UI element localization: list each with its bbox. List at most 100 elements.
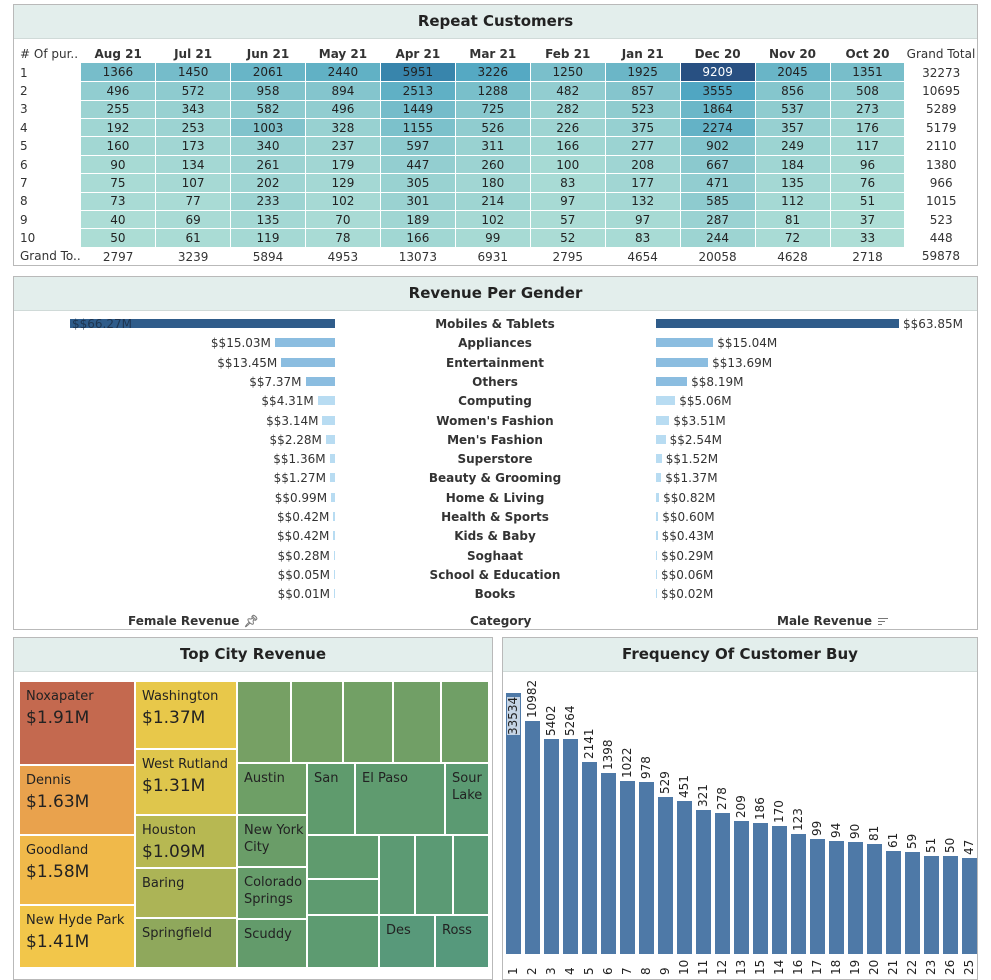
heatmap-cell[interactable]: 1864 xyxy=(680,100,756,120)
frequency-bar[interactable] xyxy=(791,833,806,954)
heatmap-cell[interactable]: 2061 xyxy=(230,63,306,83)
female-revenue-bar[interactable] xyxy=(334,589,335,599)
heatmap-cell[interactable]: 81 xyxy=(755,210,831,230)
heatmap-cell[interactable]: 40 xyxy=(80,210,157,230)
female-revenue-bar[interactable] xyxy=(334,569,335,579)
heatmap-cell[interactable]: 9209 xyxy=(680,63,756,83)
male-revenue-axis-label[interactable]: Male Revenue xyxy=(777,614,889,628)
female-revenue-bar[interactable] xyxy=(333,550,335,560)
heatmap-cell[interactable]: 117 xyxy=(830,136,906,156)
heatmap-cell[interactable]: 343 xyxy=(155,100,232,120)
frequency-bar[interactable] xyxy=(867,844,882,954)
heatmap-cell[interactable]: 375 xyxy=(605,118,681,138)
heatmap-cell[interactable]: 1925 xyxy=(605,63,681,83)
heatmap-cell[interactable]: 226 xyxy=(530,118,606,138)
heatmap-cell[interactable]: 160 xyxy=(80,136,157,156)
heatmap-cell[interactable]: 166 xyxy=(530,136,606,156)
treemap-city-cell[interactable]: Houston $1.09M xyxy=(135,815,237,868)
heatmap-cell[interactable]: 37 xyxy=(830,210,906,230)
heatmap-cell[interactable]: 255 xyxy=(80,100,157,120)
female-revenue-bar[interactable] xyxy=(333,531,335,541)
treemap-city-cell[interactable]: Noxapater $1.91M xyxy=(19,681,135,765)
heatmap-cell[interactable]: 287 xyxy=(680,210,756,230)
female-revenue-bar[interactable] xyxy=(281,357,335,367)
heatmap-cell[interactable]: 1250 xyxy=(530,63,606,83)
heatmap-cell[interactable]: 134 xyxy=(155,155,232,175)
heatmap-cell[interactable]: 471 xyxy=(680,173,756,193)
heatmap-cell[interactable]: 597 xyxy=(380,136,456,156)
treemap-cell[interactable] xyxy=(307,835,379,879)
frequency-bar[interactable] xyxy=(848,841,863,954)
male-revenue-bar[interactable] xyxy=(656,473,662,483)
heatmap-cell[interactable]: 52 xyxy=(530,228,606,248)
female-revenue-bar[interactable] xyxy=(325,434,335,444)
treemap-cell[interactable] xyxy=(453,835,489,915)
heatmap-cell[interactable]: 61 xyxy=(155,228,232,248)
heatmap-cell[interactable]: 69 xyxy=(155,210,232,230)
heatmap-cell[interactable]: 3555 xyxy=(680,81,756,101)
female-revenue-bar[interactable] xyxy=(305,376,335,386)
heatmap-cell[interactable]: 72 xyxy=(755,228,831,248)
frequency-bar[interactable] xyxy=(772,825,787,954)
treemap-city-cell[interactable]: West Rutland $1.31M xyxy=(135,749,237,815)
heatmap-cell[interactable]: 100 xyxy=(530,155,606,175)
treemap-cell[interactable] xyxy=(441,681,489,763)
frequency-bar[interactable] xyxy=(753,823,768,954)
frequency-bar[interactable] xyxy=(734,820,749,954)
heatmap-cell[interactable]: 328 xyxy=(305,118,381,138)
frequency-bar[interactable] xyxy=(943,856,958,954)
treemap-city-cell[interactable]: Ross xyxy=(435,915,489,968)
heatmap-cell[interactable]: 496 xyxy=(305,100,381,120)
heatmap-cell[interactable]: 482 xyxy=(530,81,606,101)
heatmap-cell[interactable]: 2440 xyxy=(305,63,381,83)
treemap-city-cell[interactable]: San xyxy=(307,763,355,835)
female-revenue-bar[interactable] xyxy=(274,338,335,348)
treemap-city-cell[interactable]: Dennis $1.63M xyxy=(19,765,135,835)
heatmap-cell[interactable]: 537 xyxy=(755,100,831,120)
heatmap-cell[interactable]: 107 xyxy=(155,173,232,193)
heatmap-cell[interactable]: 83 xyxy=(605,228,681,248)
heatmap-cell[interactable]: 135 xyxy=(230,210,306,230)
heatmap-cell[interactable]: 90 xyxy=(80,155,157,175)
frequency-bar[interactable] xyxy=(658,797,673,954)
male-revenue-bar[interactable] xyxy=(656,357,709,367)
heatmap-cell[interactable]: 856 xyxy=(755,81,831,101)
treemap-city-cell[interactable]: Washington $1.37M xyxy=(135,681,237,749)
heatmap-cell[interactable]: 184 xyxy=(755,155,831,175)
treemap-cell[interactable] xyxy=(393,681,441,763)
heatmap-cell[interactable]: 305 xyxy=(380,173,456,193)
treemap-cell[interactable] xyxy=(343,681,393,763)
male-revenue-bar[interactable] xyxy=(656,434,666,444)
heatmap-cell[interactable]: 189 xyxy=(380,210,456,230)
male-revenue-bar[interactable] xyxy=(656,454,662,464)
heatmap-cell[interactable]: 166 xyxy=(380,228,456,248)
frequency-bar[interactable] xyxy=(620,780,635,954)
heatmap-cell[interactable]: 2513 xyxy=(380,81,456,101)
heatmap-cell[interactable]: 273 xyxy=(830,100,906,120)
heatmap-cell[interactable]: 301 xyxy=(380,192,456,212)
heatmap-cell[interactable]: 3226 xyxy=(455,63,531,83)
heatmap-cell[interactable]: 33 xyxy=(830,228,906,248)
heatmap-cell[interactable]: 132 xyxy=(605,192,681,212)
treemap-city-cell[interactable]: Des xyxy=(379,915,435,968)
treemap-city-cell[interactable]: El Paso xyxy=(355,763,445,835)
heatmap-cell[interactable]: 102 xyxy=(305,192,381,212)
female-revenue-bar[interactable] xyxy=(329,473,335,483)
male-revenue-bar[interactable] xyxy=(656,492,660,502)
frequency-bar[interactable] xyxy=(582,762,597,954)
heatmap-cell[interactable]: 237 xyxy=(305,136,381,156)
heatmap-cell[interactable]: 135 xyxy=(755,173,831,193)
treemap-city-cell[interactable]: Colorado Springs xyxy=(237,867,307,919)
heatmap-cell[interactable]: 176 xyxy=(830,118,906,138)
heatmap-cell[interactable]: 667 xyxy=(680,155,756,175)
treemap-city-cell[interactable]: Springfield xyxy=(135,918,237,968)
treemap-city-cell[interactable]: Baring xyxy=(135,868,237,918)
male-revenue-bar[interactable] xyxy=(656,319,899,328)
heatmap-cell[interactable]: 311 xyxy=(455,136,531,156)
heatmap-cell[interactable]: 958 xyxy=(230,81,306,101)
heatmap-cell[interactable]: 112 xyxy=(755,192,831,212)
female-revenue-bar[interactable] xyxy=(322,415,335,425)
heatmap-cell[interactable]: 526 xyxy=(455,118,531,138)
heatmap-cell[interactable]: 73 xyxy=(80,192,157,212)
male-revenue-bar[interactable] xyxy=(656,550,658,560)
